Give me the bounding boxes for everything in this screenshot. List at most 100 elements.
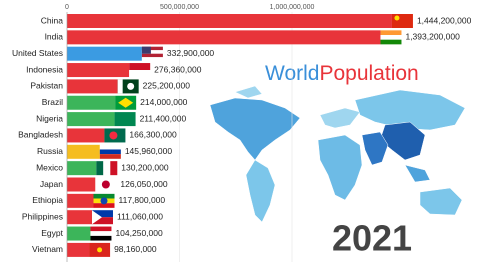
flag xyxy=(99,144,121,159)
flag-emblem xyxy=(127,82,135,90)
flag-stripe xyxy=(141,57,163,61)
bar xyxy=(67,30,381,45)
y-tick-label: United States xyxy=(12,48,63,58)
year-label: 2021 xyxy=(332,218,412,259)
value-label: 98,160,000 xyxy=(114,244,157,254)
y-tick-label: Nigeria xyxy=(36,113,63,123)
flag-stripe xyxy=(91,217,113,225)
flag-stripe xyxy=(99,144,121,150)
flag-stripe xyxy=(141,50,163,54)
value-label: 145,960,000 xyxy=(125,146,173,156)
flag-stripe xyxy=(90,235,112,241)
flag xyxy=(115,95,137,110)
y-tick-label: Mexico xyxy=(36,162,63,172)
value-label: 225,200,000 xyxy=(143,81,191,91)
y-tick-label: Egypt xyxy=(41,228,63,238)
bar xyxy=(67,79,118,94)
flag-stripe xyxy=(93,193,115,199)
flag-canton xyxy=(141,46,151,54)
value-label: 1,444,200,000 xyxy=(417,15,472,25)
bar xyxy=(67,144,100,159)
flag-emblem xyxy=(91,210,102,225)
flag-emblem xyxy=(109,131,118,140)
flag xyxy=(90,226,112,241)
plot: 0 500,000,000 1,000,000,000 China 1,444,200,… xyxy=(12,4,472,262)
value-label: 126,050,000 xyxy=(120,179,168,189)
flag-stripe xyxy=(380,35,402,40)
flag-stripe xyxy=(110,161,118,176)
x-tick-label: 1,000,000,000 xyxy=(270,4,315,11)
flag-stripe xyxy=(96,161,104,176)
value-label: 130,200,000 xyxy=(121,162,169,172)
bar xyxy=(67,242,90,257)
flag-emblem xyxy=(101,180,110,189)
world-map xyxy=(209,85,466,223)
flag-stripe xyxy=(93,203,115,208)
bar xyxy=(67,14,392,28)
y-tick-label: Vietnam xyxy=(32,244,63,254)
flag xyxy=(129,63,151,78)
flag-stripe xyxy=(114,112,136,127)
y-tick-label: Pakistan xyxy=(30,81,63,91)
bar xyxy=(67,177,96,192)
value-label: 117,800,000 xyxy=(119,195,166,205)
flag-stripe xyxy=(129,63,151,71)
bar xyxy=(67,128,105,143)
flag-stripe xyxy=(380,39,402,45)
y-tick-label: Japan xyxy=(40,179,63,189)
bar xyxy=(67,193,94,208)
flag xyxy=(93,193,115,208)
flag xyxy=(141,46,163,61)
flag-stripe xyxy=(141,46,163,51)
flag xyxy=(91,210,113,225)
bar xyxy=(67,63,130,78)
flag xyxy=(114,112,136,127)
flag-stripe xyxy=(391,14,413,28)
flag-stripe xyxy=(141,53,163,58)
flag-stripe xyxy=(99,149,121,155)
y-tick-label: China xyxy=(41,15,63,25)
flag xyxy=(96,161,118,176)
flag-emblem xyxy=(118,97,134,108)
flag-emblem xyxy=(97,247,103,253)
value-label: 1,393,200,000 xyxy=(405,32,460,42)
bar xyxy=(67,95,116,110)
bar xyxy=(67,161,97,176)
flag xyxy=(117,79,139,94)
x-tick-label: 500,000,000 xyxy=(160,4,199,11)
flag-stripe xyxy=(90,231,112,236)
title: WorldPopulation xyxy=(265,62,419,85)
y-tick-label: Russia xyxy=(37,146,63,156)
value-label: 211,400,000 xyxy=(140,113,187,123)
flag xyxy=(104,128,126,143)
value-label: 104,250,000 xyxy=(115,228,163,238)
y-tick-label: Brazil xyxy=(42,97,63,107)
flag xyxy=(380,30,402,45)
y-tick-label: Bangladesh xyxy=(18,130,63,140)
flag-stripe xyxy=(91,210,113,218)
flag-stripe xyxy=(380,30,402,36)
flag-emblem xyxy=(394,15,400,21)
bar xyxy=(67,112,115,127)
flag-stripe xyxy=(129,70,151,78)
bar xyxy=(67,46,142,61)
bar xyxy=(67,226,91,241)
flag-emblem xyxy=(100,197,108,205)
y-tick-label: Ethiopia xyxy=(32,195,63,205)
flag xyxy=(95,177,117,192)
title-part: Population xyxy=(319,62,418,85)
flag-stripe xyxy=(90,226,112,232)
flag-stripe xyxy=(99,154,121,159)
value-label: 332,900,000 xyxy=(167,48,215,58)
flag-stripe xyxy=(117,79,123,94)
value-label: 166,300,000 xyxy=(129,130,177,140)
y-tick-label: Indonesia xyxy=(26,64,63,74)
x-tick-label: 0 xyxy=(65,4,69,11)
flag xyxy=(89,242,111,257)
bar xyxy=(67,210,92,225)
value-label: 276,360,000 xyxy=(154,64,202,74)
flag xyxy=(391,14,413,28)
value-label: 214,000,000 xyxy=(140,97,188,107)
flag-stripe xyxy=(103,161,111,176)
